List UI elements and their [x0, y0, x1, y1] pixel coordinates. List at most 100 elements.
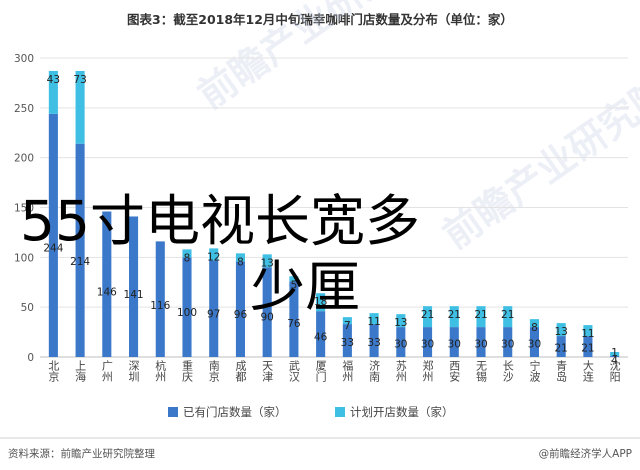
- data-label-planned-19: 13: [554, 326, 567, 338]
- bar-existing-9: [289, 281, 299, 357]
- data-label-planned-10: 18: [314, 296, 327, 308]
- bar-planned-14: [423, 306, 433, 328]
- category-label: 成都: [234, 360, 247, 382]
- bar-planned-6: [209, 248, 219, 261]
- legend-swatch-existing: [168, 407, 178, 417]
- bar-existing-0: [48, 113, 58, 358]
- data-label-planned-13: 13: [394, 317, 407, 329]
- data-label-planned-11: 7: [344, 320, 351, 332]
- data-label-existing-9: 76: [287, 318, 301, 330]
- bar-planned-8: [262, 254, 272, 268]
- data-label-existing-2: 146: [97, 287, 117, 299]
- bar-existing-2: [102, 211, 112, 357]
- footer-source: 资料来源：前瞻产业研究院整理: [8, 447, 155, 460]
- data-label-existing-3: 141: [124, 289, 144, 301]
- bar-existing-20: [583, 336, 593, 357]
- bar-planned-11: [342, 317, 352, 325]
- bar-existing-13: [396, 327, 406, 357]
- category-label: 广州: [100, 360, 113, 382]
- bar-existing-12: [369, 324, 379, 357]
- bar-existing-3: [129, 216, 139, 357]
- data-label-planned-21: 4: [611, 355, 618, 367]
- data-label-planned-15: 21: [448, 309, 461, 321]
- data-label-existing-5: 100: [177, 307, 197, 319]
- data-label-existing-19: 21: [554, 343, 567, 355]
- bar-planned-18: [529, 319, 539, 328]
- data-label-existing-17: 30: [501, 339, 514, 351]
- bar-existing-16: [476, 327, 486, 357]
- data-label-existing-1: 214: [70, 256, 90, 268]
- y-tick-label: 100: [14, 252, 34, 264]
- bar-existing-11: [342, 324, 352, 357]
- category-label: 福州: [341, 359, 354, 382]
- category-label: 深圳: [127, 360, 140, 382]
- bar-planned-9: [289, 276, 299, 282]
- category-label: 大连: [581, 359, 594, 382]
- data-label-existing-15: 30: [448, 339, 461, 351]
- data-label-planned-14: 21: [421, 309, 434, 321]
- data-label-existing-20: 21: [581, 343, 594, 355]
- legend-label-existing: 已有门店数量（家）: [183, 405, 287, 419]
- category-label: 青岛: [555, 360, 568, 383]
- data-label-existing-11: 33: [341, 337, 354, 349]
- footer-brand: @前瞻经济学人APP: [539, 447, 632, 460]
- data-label-planned-12: 11: [367, 316, 380, 328]
- bar-existing-4: [155, 241, 165, 357]
- category-label: 上海: [74, 360, 87, 383]
- y-axis-ticks: 0 50 100 150 200 250 300: [14, 53, 34, 364]
- category-labels: 北京 上海 广州 深圳 杭州 重庆 南京 成都 天津 武汉 厦门 福州 济南 苏州 郑州 西安 无锡 长沙 宁波 青岛…: [47, 359, 621, 383]
- category-label: 重庆: [181, 359, 194, 383]
- legend-label-planned: 计划开店数量（家）: [350, 405, 454, 419]
- bar-existing-6: [209, 260, 219, 357]
- data-label-planned-1: 73: [73, 74, 86, 86]
- bar-planned-13: [396, 314, 406, 328]
- svg-text:少厘: 少厘: [250, 255, 360, 319]
- category-label: 郑州: [421, 359, 434, 382]
- bar-existing-8: [262, 267, 272, 357]
- category-label: 武汉: [287, 360, 300, 383]
- data-label-existing-13: 30: [394, 339, 407, 351]
- bar-planned-1: [75, 70, 85, 144]
- category-label: 南京: [207, 360, 220, 383]
- data-label-planned-17: 21: [501, 309, 514, 321]
- bar-existing-1: [75, 143, 85, 357]
- bar-planned-12: [369, 313, 379, 325]
- bar-existing-17: [503, 327, 513, 357]
- data-label-existing-0: 244: [43, 243, 63, 255]
- bar-existing-14: [423, 327, 433, 357]
- bar-existing-10: [316, 311, 326, 357]
- bar-planned-19: [556, 323, 566, 337]
- bar-planned-16: [476, 306, 486, 328]
- y-tick-label: 0: [27, 352, 34, 364]
- data-label-planned-20: 11: [581, 328, 594, 340]
- bar-planned-0: [48, 70, 58, 114]
- y-tick-label: 300: [14, 53, 34, 65]
- category-label: 天津: [261, 360, 274, 382]
- data-label-existing-4: 116: [150, 300, 170, 312]
- bar-planned-21: [610, 352, 620, 357]
- category-label: 北京: [47, 360, 60, 383]
- category-label: 无锡: [475, 360, 488, 383]
- bar-planned-10: [316, 293, 326, 312]
- y-tick-label: 50: [21, 302, 34, 314]
- bar-planned-17: [503, 306, 513, 328]
- data-label-planned-0: 43: [47, 74, 60, 86]
- data-label-planned-18: 8: [531, 322, 538, 334]
- bar-existing-5: [182, 257, 192, 357]
- category-label: 厦门: [314, 360, 327, 383]
- bar-existing-21: [610, 356, 620, 357]
- chart-title: 图表3：截至2018年12月中旬瑞幸咖啡门店数量及分布（单位：家）: [127, 12, 513, 27]
- category-label: 宁波: [528, 359, 541, 383]
- data-label-existing-21: 1: [611, 347, 618, 359]
- category-label: 苏州: [394, 360, 407, 382]
- category-label: 长沙: [501, 360, 514, 382]
- bar-planned-7: [235, 253, 245, 262]
- bar-existing-15: [449, 327, 459, 357]
- category-label: 沈阳: [608, 359, 621, 382]
- data-label-existing-12: 33: [367, 337, 380, 349]
- data-label-planned-5: 8: [184, 252, 191, 264]
- bar-planned-5: [182, 249, 192, 258]
- data-label-planned-7: 8: [237, 256, 244, 268]
